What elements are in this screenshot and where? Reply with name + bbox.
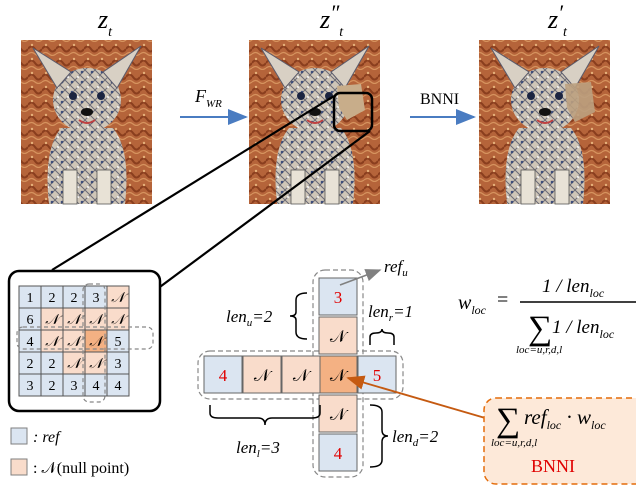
grid-cell: 𝒩 [40, 307, 64, 331]
len-d-brace [369, 404, 389, 468]
grid-cell: 1 [18, 285, 42, 309]
weight-formula: wloc = 1 / lenloc ∑ 1 / lenloc loc=u,r,d… [458, 276, 636, 356]
panel-label-2: z″t [319, 0, 344, 40]
bnni-sum-index: loc=u,r,d,l [491, 437, 537, 449]
grid-cell: 2 [18, 351, 42, 375]
svg-text:4: 4 [219, 366, 228, 385]
grid-cell: 𝒩 [106, 285, 130, 309]
panel-label-1: zt [97, 5, 113, 40]
ref-u-arrow [339, 269, 382, 286]
svg-text:6: 6 [27, 313, 34, 328]
bnni-formula-box [483, 397, 636, 485]
svg-text:2: 2 [49, 357, 56, 372]
legend-null-swatch [10, 458, 28, 476]
cross-horizontal-cell: 𝒩 [242, 355, 282, 394]
svg-text:5: 5 [373, 366, 382, 385]
cross-vertical-cell: 4 [318, 433, 358, 472]
legend-null-label: : 𝒩(null point) [33, 460, 129, 477]
grid-cell: 𝒩 [40, 329, 64, 353]
grid-cell: 3 [84, 285, 108, 309]
svg-text:2: 2 [71, 291, 78, 306]
ref-u-label: refu [384, 257, 408, 279]
grid-cell: 𝒩 [62, 329, 86, 353]
svg-text:5: 5 [115, 335, 122, 350]
cross-center-cell: 𝒩 [318, 355, 358, 394]
svg-text:3: 3 [115, 357, 122, 372]
svg-text:𝒩: 𝒩 [293, 366, 312, 385]
svg-text:1: 1 [27, 291, 34, 306]
zoomed-grid: 1 2 2 3 𝒩6 𝒩 𝒩 𝒩 𝒩4 𝒩 𝒩 𝒩 52 2 𝒩 𝒩 33 2 3 4 4 [18, 285, 130, 397]
svg-text:4: 4 [27, 335, 34, 350]
len-l-brace [209, 405, 321, 426]
svg-text:4: 4 [93, 379, 100, 394]
svg-text:3: 3 [334, 288, 343, 307]
svg-text:𝒩: 𝒩 [330, 366, 349, 385]
grid-cell: 2 [40, 373, 64, 397]
zoom-line-right [144, 130, 371, 299]
grid-cell: 4 [106, 373, 130, 397]
grid-cell: 3 [18, 373, 42, 397]
formula-lhs: wloc [458, 292, 487, 317]
bnni-term: refloc · wloc [524, 405, 606, 432]
bnni-arrow-label: BNNI [420, 91, 459, 108]
cross-horizontal-cell: 5 [357, 355, 397, 394]
svg-text:2: 2 [27, 357, 34, 372]
bnni-sum-sign: ∑ [496, 402, 520, 439]
legend-ref-label: : ref [33, 429, 62, 446]
grid-cell: 4 [84, 373, 108, 397]
cross-vertical-cell: 𝒩 [318, 394, 358, 433]
svg-text:2: 2 [49, 291, 56, 306]
formula-sum-sign: ∑ [528, 310, 552, 347]
len-u-brace [289, 292, 308, 340]
formula-sum-index: loc=u,r,d,l [516, 344, 562, 356]
svg-text:3: 3 [71, 379, 78, 394]
image-panel-3 [479, 40, 610, 205]
panel-label-3: z′t [547, 0, 568, 40]
len-d-label: lend=2 [392, 427, 439, 449]
grid-cell: 𝒩 [84, 351, 108, 375]
grid-cell: 𝒩 [62, 351, 86, 375]
legend-ref-swatch [10, 427, 28, 445]
svg-text:2: 2 [49, 379, 56, 394]
grid-cell: 𝒩 [106, 307, 130, 331]
grid-cell: 3 [106, 351, 130, 375]
zoom-region-box [332, 91, 374, 133]
cross-vertical-cell: 𝒩 [318, 316, 358, 355]
svg-text:3: 3 [93, 291, 100, 306]
svg-text:4: 4 [334, 444, 343, 463]
zoom-line-left [51, 95, 335, 271]
svg-text:4: 4 [115, 379, 122, 394]
cross-horizontal-cell: 4 [203, 355, 243, 394]
cross-horizontal-cell: 𝒩 [281, 355, 321, 394]
len-r-brace [369, 328, 395, 345]
grid-col-highlight [82, 283, 106, 403]
formula-equals: = [497, 289, 508, 311]
svg-text:3: 3 [27, 379, 34, 394]
image-panel-1 [21, 40, 152, 205]
fwr-label: FWR [194, 86, 222, 110]
grid-cell: 2 [40, 351, 64, 375]
grid-cell: 𝒩 [84, 329, 108, 353]
svg-text:𝒩: 𝒩 [330, 405, 349, 424]
len-l-label: lenl=3 [236, 438, 280, 460]
image-panel-2 [249, 40, 380, 205]
cross-vertical-cell: 3 [318, 277, 358, 316]
len-r-label: lenr=1 [368, 302, 413, 324]
formula-denominator: 1 / lenloc [552, 317, 615, 341]
svg-text:𝒩: 𝒩 [254, 366, 273, 385]
cross-horizontal-outline [197, 350, 404, 400]
bnni-to-center-arrow [346, 375, 493, 421]
grid-cell: 2 [40, 285, 64, 309]
formula-numerator: 1 / lenloc [542, 276, 605, 300]
len-u-label: lenu=2 [226, 307, 273, 329]
bnni-box-title: BNNI [531, 456, 575, 476]
grid-row-highlight [16, 326, 154, 350]
grid-cell: 2 [62, 285, 86, 309]
svg-text:𝒩: 𝒩 [330, 327, 349, 346]
grid-cell: 3 [62, 373, 86, 397]
